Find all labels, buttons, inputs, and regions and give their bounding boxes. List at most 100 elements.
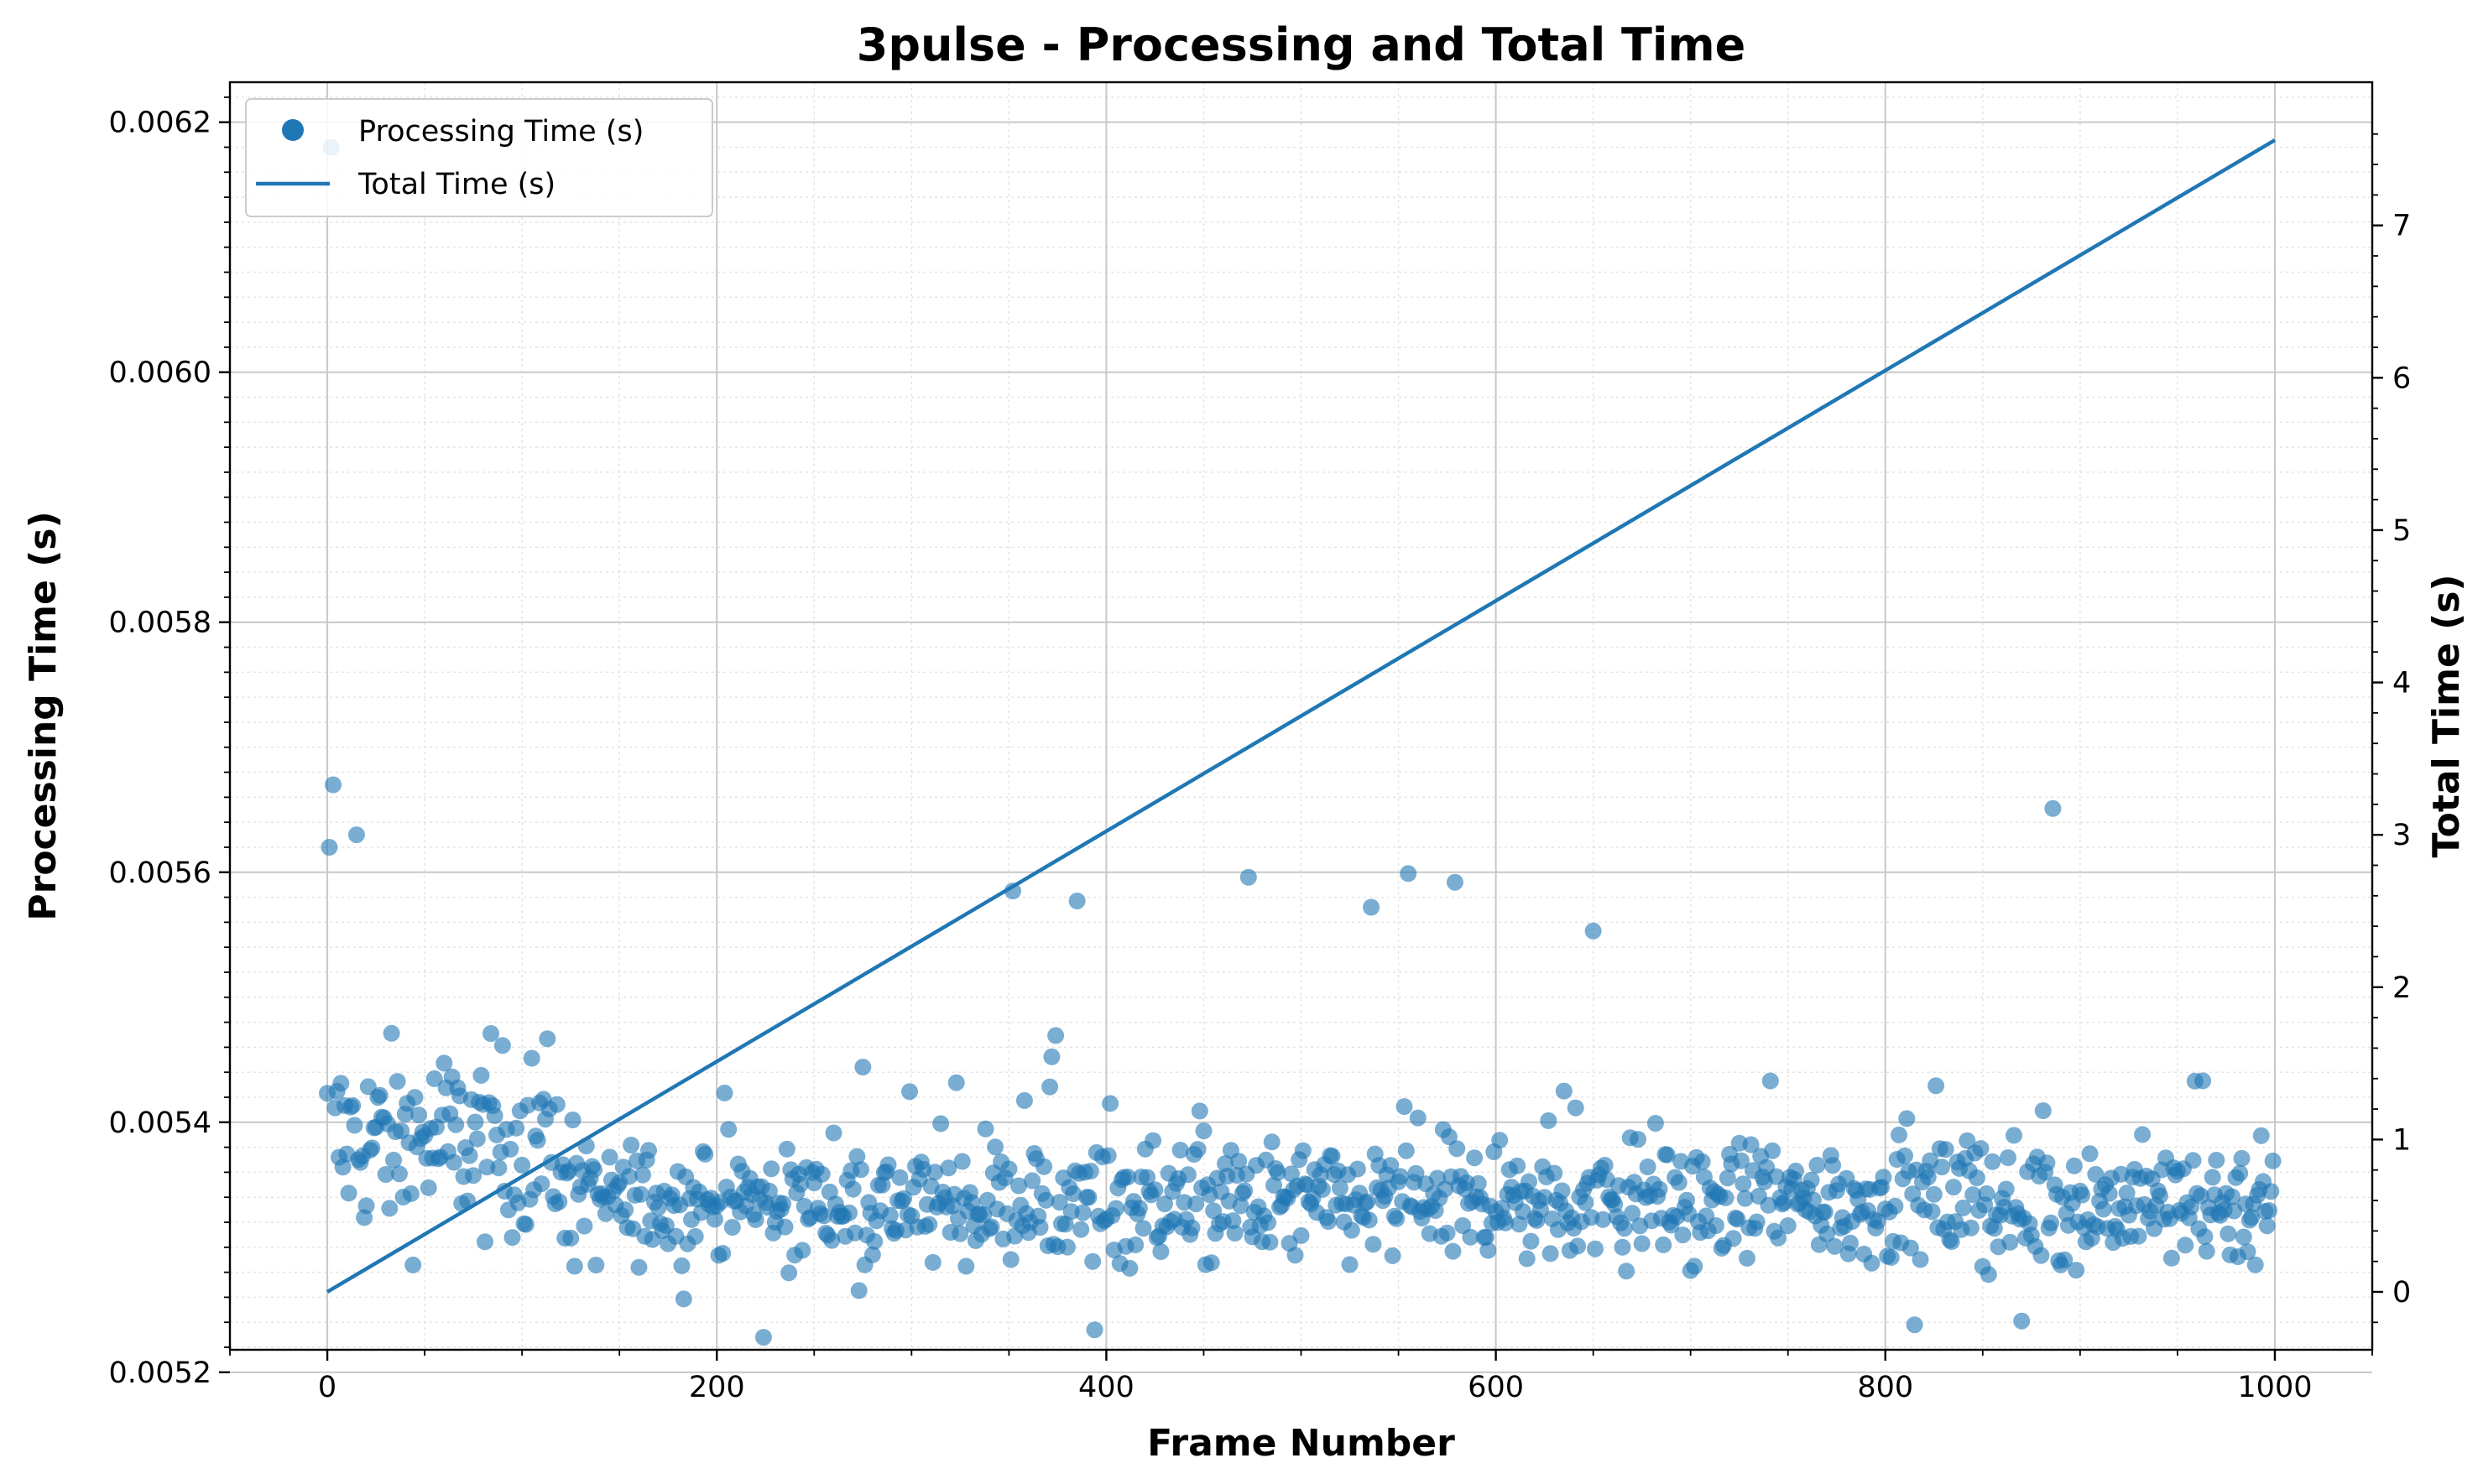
processing-time-point [1724,1230,1742,1247]
processing-time-point [1639,1159,1656,1175]
processing-time-point [533,1175,550,1193]
processing-time-point [1707,1217,1724,1234]
processing-time-point [1964,1186,1982,1204]
processing-time-point [1230,1153,1248,1170]
legend-box [245,98,713,217]
legend: Processing Time (s) Total Time (s) [245,98,713,217]
processing-time-point [1191,1102,1208,1120]
processing-time-point [332,1075,350,1092]
processing-time-point [1359,1193,1376,1211]
processing-time-point [1521,1173,1537,1190]
processing-time-point [901,1083,918,1101]
processing-time-point [2001,1233,2019,1251]
processing-time-point [2223,1188,2240,1205]
processing-time-point [1734,1175,1752,1193]
processing-time-point [1146,1181,1164,1199]
x-tick-label: 1000 [2237,1371,2312,1404]
processing-time-point [1127,1236,1145,1253]
processing-time-point [1959,1132,1976,1149]
processing-time-point [1919,1169,1937,1186]
processing-time-point [2261,1202,2277,1219]
y2-tick-label: 4 [2392,667,2411,700]
processing-time-point [2034,1102,2052,1119]
processing-time-point [1842,1234,1859,1252]
processing-time-point [844,1180,862,1198]
processing-time-point [490,1159,508,1177]
processing-time-point [1341,1256,1359,1273]
processing-time-point [1497,1214,1515,1231]
processing-time-point [1068,893,1086,909]
axis-ticks: 0 200 400 600 800 1000 0.0052 0.0054 0.0056 0.005… [109,96,2411,1404]
processing-time-point [1388,1210,1406,1227]
processing-time-point [1491,1132,1509,1149]
processing-time-point [1719,1169,1736,1187]
processing-time-point [640,1142,657,1159]
processing-time-point [1742,1136,1760,1153]
processing-time-point [1099,1147,1117,1164]
processing-time-point [1286,1247,1304,1264]
minor-gridlines [229,82,2373,1350]
processing-time-point [1263,1133,1281,1151]
processing-time-point [2032,1247,2050,1264]
processing-time-point [1010,1177,1027,1195]
processing-time-point [1787,1162,1804,1179]
processing-time-point [1440,1128,1458,1146]
x-tick-label: 800 [1857,1371,1913,1404]
processing-time-point [1972,1140,1990,1158]
processing-time-point [1314,1180,1331,1198]
processing-time-point [514,1156,531,1174]
processing-time-point [850,1282,868,1299]
processing-time-point [1135,1220,1152,1237]
processing-time-point [344,1096,362,1114]
processing-time-point [696,1145,714,1163]
processing-time-point [2243,1209,2261,1226]
processing-time-point [2044,799,2062,817]
processing-time-point [1569,1237,1587,1255]
y2-tick-label: 0 [2392,1276,2411,1310]
processing-time-point [1816,1203,1834,1221]
processing-time-point [2231,1164,2249,1182]
processing-time-point [2042,1214,2059,1231]
processing-time-point [564,1112,582,1128]
processing-time-point [2162,1249,2180,1267]
processing-time-point [2056,1251,2074,1268]
processing-time-point [1145,1132,1162,1149]
processing-time-point [1808,1156,1826,1174]
processing-time-point [957,1257,975,1275]
processing-time-point [714,1245,732,1262]
processing-time-point [825,1124,842,1142]
processing-time-point [1824,1157,1842,1174]
processing-time-point [2204,1169,2221,1186]
processing-time-point [1047,1027,1065,1044]
processing-time-point [2262,1183,2280,1200]
processing-time-point [1555,1082,1573,1100]
processing-time-point [1261,1233,1279,1251]
y2-tick-label: 7 [2392,210,2411,243]
processing-time-point [2130,1227,2147,1245]
legend-marker-processing-time [282,119,304,141]
processing-time-point [1360,1211,1378,1229]
processing-time-point [1925,1185,1943,1203]
processing-time-point [1764,1142,1781,1159]
processing-time-point [1035,1158,1053,1175]
processing-time-point [1156,1195,1173,1213]
processing-time-point [932,1115,950,1133]
processing-time-point [325,776,342,794]
processing-time-point [632,1185,649,1203]
processing-time-point [523,1049,540,1067]
processing-time-point [921,1216,938,1233]
processing-time-point [1739,1249,1755,1267]
processing-time-point [1239,868,1257,886]
processing-time-point [377,1166,394,1183]
processing-time-point [1294,1142,1312,1159]
processing-time-point [420,1179,437,1196]
processing-time-point [924,1253,942,1271]
processing-time-point [1510,1216,1528,1233]
processing-time-point [2013,1312,2031,1330]
processing-time-point [1686,1257,1703,1275]
processing-time-point [1072,1221,1090,1238]
processing-time-point [983,1218,1000,1236]
processing-time-point [975,1206,993,1224]
processing-time-point [436,1054,453,1072]
